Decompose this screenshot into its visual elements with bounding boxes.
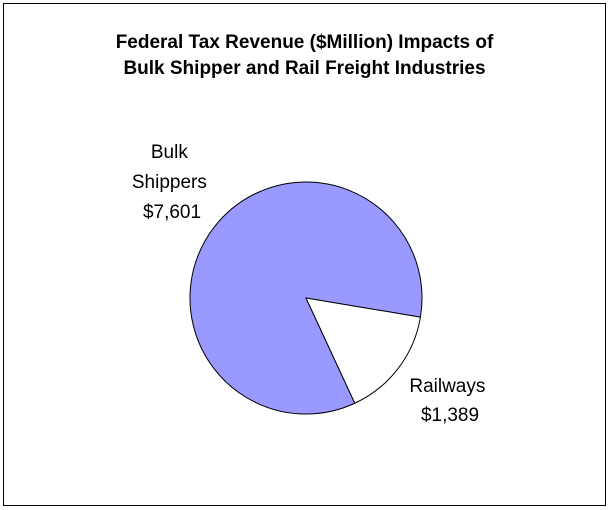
pie-slices [189,181,423,415]
chart-title: Federal Tax Revenue ($Million) Impacts o… [4,30,605,82]
slice-label-bulk-shippers-line-1: Bulk [151,142,188,163]
slice-label-railways-line-1: Railways [409,376,485,397]
slice-label-railways: Railways $1,389 [409,376,490,426]
pie-slice-railways [305,297,421,404]
slice-value-railways: $1,389 [421,405,479,426]
slice-label-bulk-shippers: Bulk Shippers $7,601 [132,142,212,223]
slice-label-bulk-shippers-line-2: Shippers [132,172,207,193]
chart-title-line-2: Bulk Shipper and Rail Freight Industries [123,58,486,79]
pie-labels: Bulk Shippers $7,601 Railways $1,389 [132,142,490,426]
slice-value-bulk-shippers: $7,601 [143,202,201,223]
chart-title-line-1: Federal Tax Revenue ($Million) Impacts o… [115,32,494,53]
